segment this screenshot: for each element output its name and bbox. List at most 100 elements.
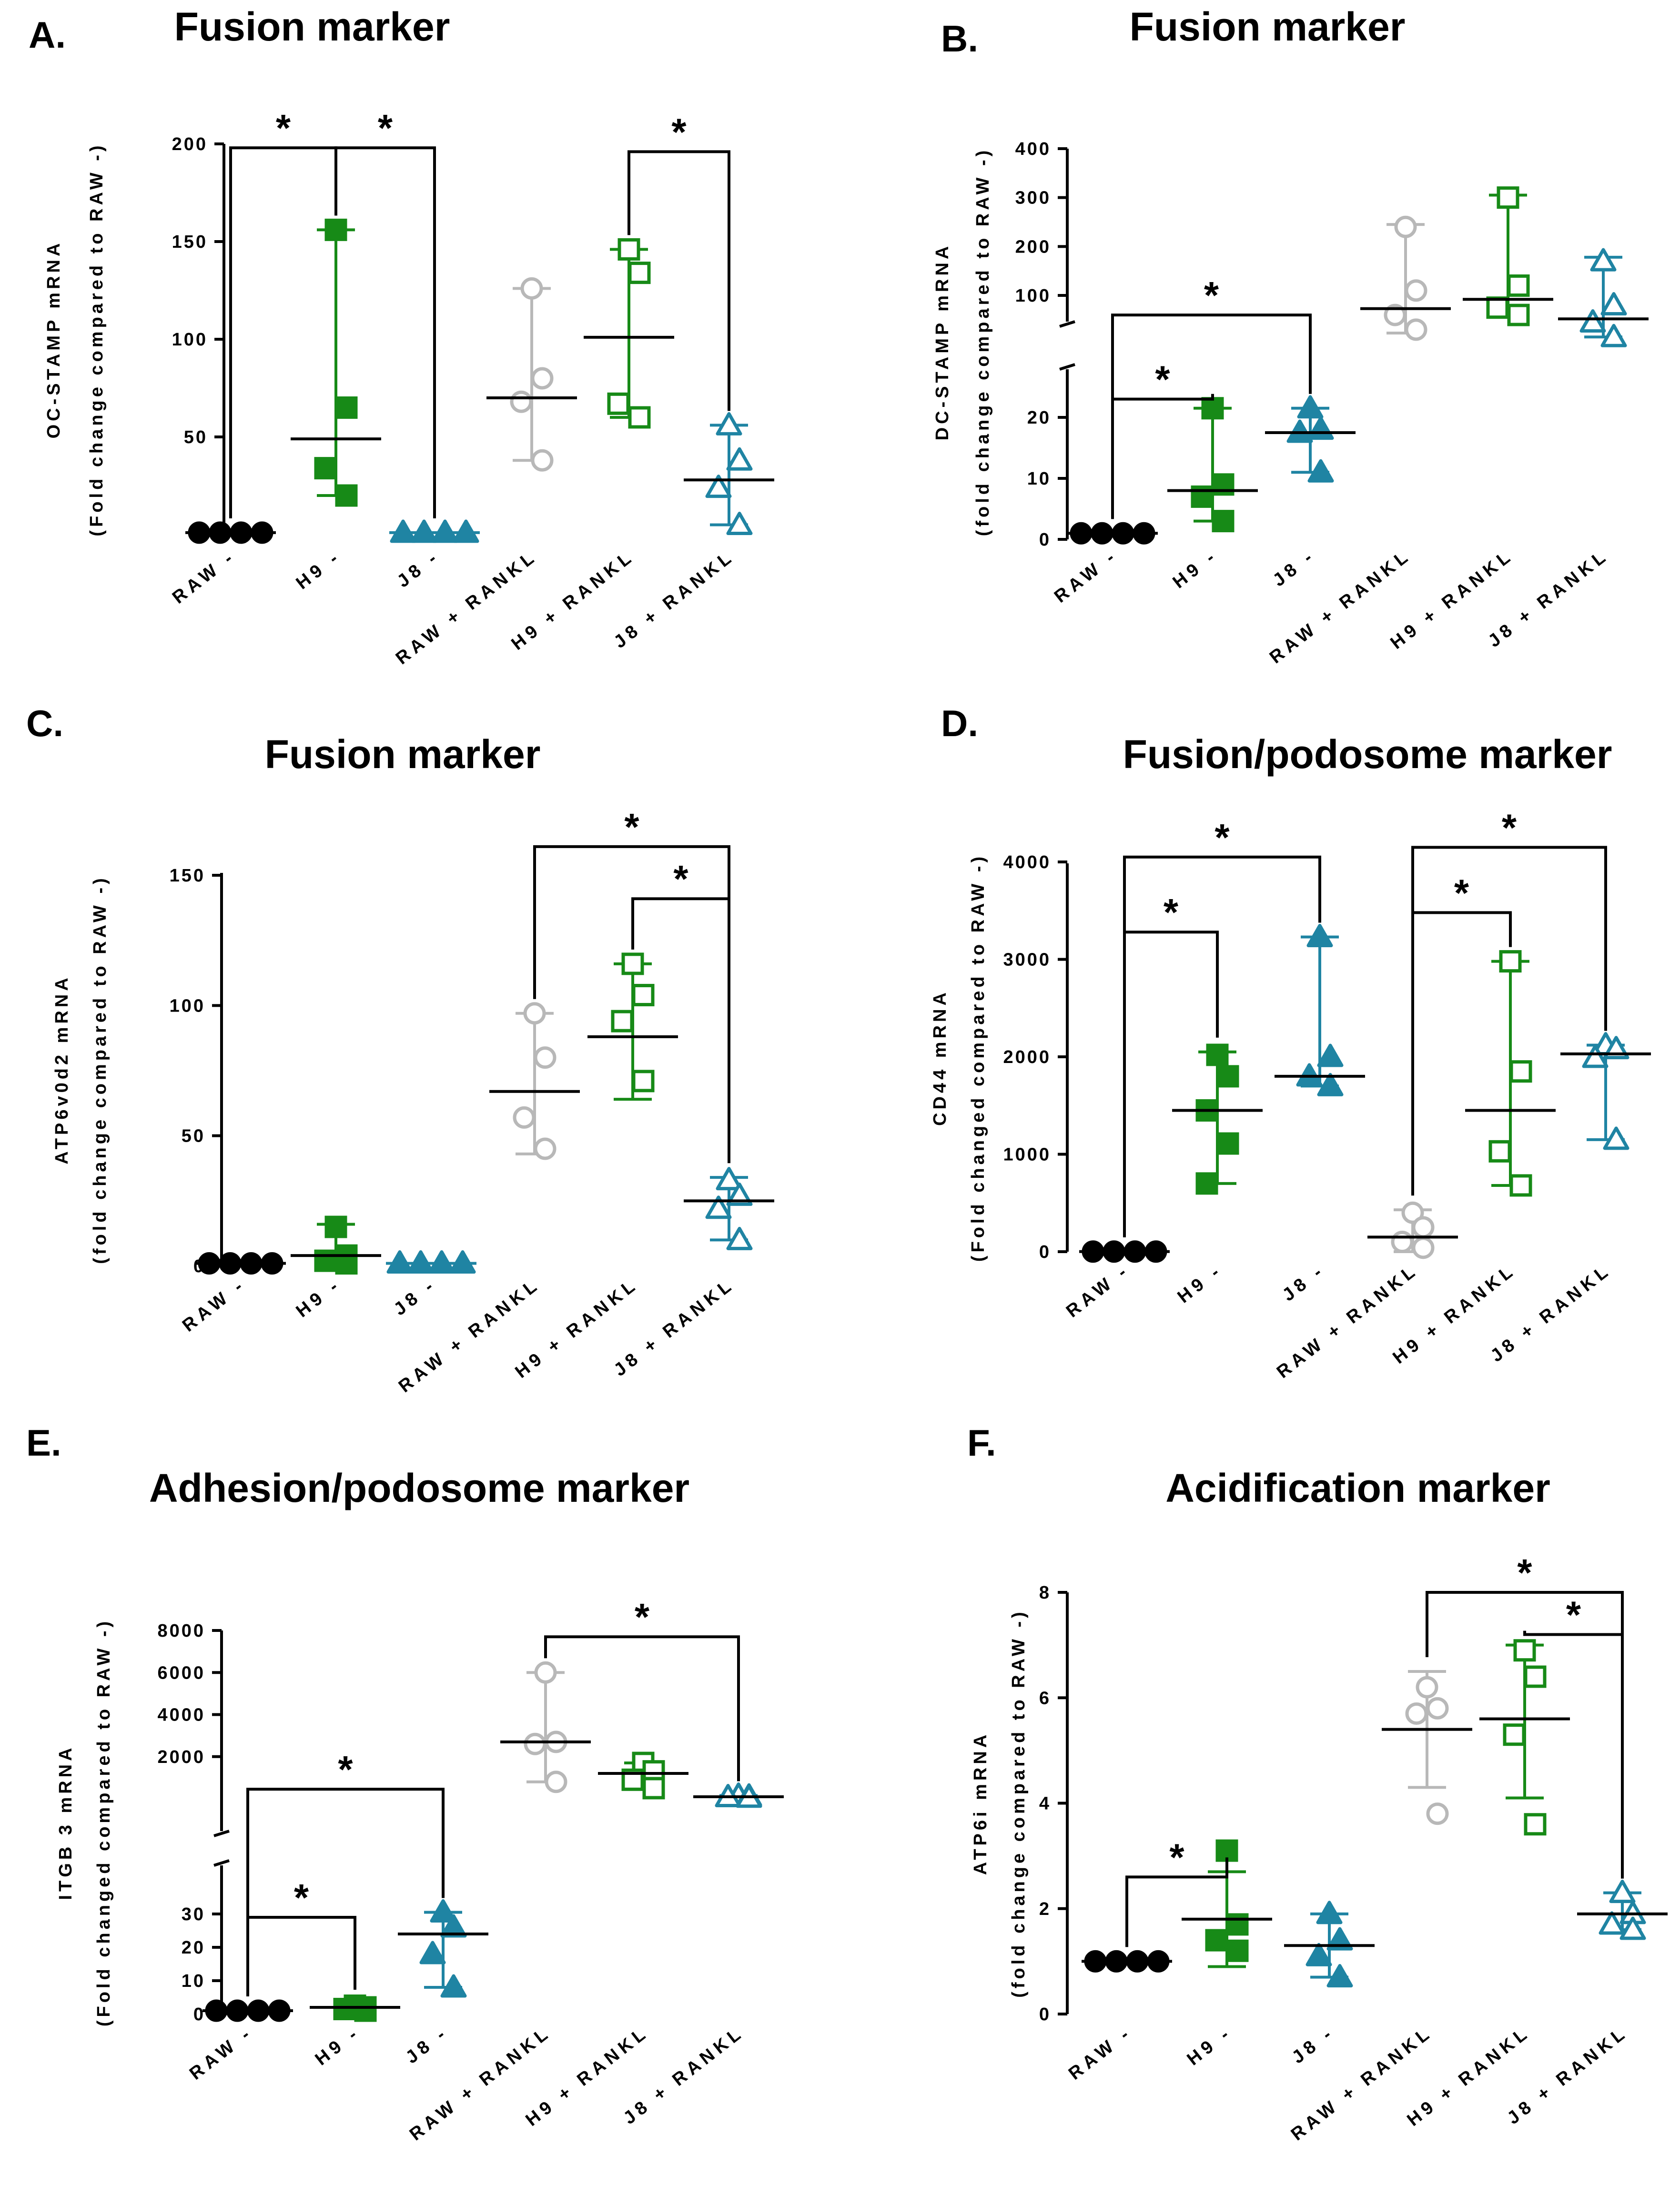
- data-point: [335, 396, 358, 419]
- data-point: [324, 218, 347, 241]
- x-category-label: J8 -: [394, 546, 444, 592]
- y-tick-label: 50: [182, 1126, 205, 1146]
- x-category-label: RAW -: [1051, 545, 1122, 607]
- series-raw-: [1082, 1950, 1172, 1973]
- y-tick-label: 8000: [157, 1621, 205, 1641]
- chart-title: Fusion marker: [1130, 4, 1406, 49]
- significance-star: *: [624, 806, 639, 848]
- bracket-line: [246, 1788, 445, 1996]
- chart-title: Adhesion/podosome marker: [149, 1466, 689, 1510]
- data-point: [1426, 1697, 1449, 1720]
- series-j8-: [389, 519, 480, 543]
- y-tick-label: 200: [172, 134, 208, 154]
- significance-bracket: *: [229, 107, 337, 518]
- y-tick-label: 6: [1039, 1688, 1051, 1708]
- bracket-line: [1125, 1857, 1228, 1947]
- data-point: [611, 1010, 634, 1033]
- bracket-line: [544, 1635, 740, 1782]
- data-point: [1405, 279, 1427, 302]
- x-category-label: RAW -: [1065, 2022, 1136, 2084]
- data-point: [1507, 304, 1530, 326]
- series-j8-rankl: [684, 412, 774, 535]
- panel-label: C.: [26, 702, 63, 744]
- y-tick-label: 0: [1039, 2005, 1051, 2025]
- significance-star: *: [1164, 891, 1179, 933]
- data-point: [628, 406, 651, 429]
- data-point: [513, 1106, 536, 1129]
- chart-panel-d: D. Fusion/podosome marker 0 1000 2000 3000 400…: [930, 702, 1651, 1382]
- y-tick-label: 2000: [157, 1747, 205, 1767]
- y-tick-label: 150: [172, 232, 208, 252]
- data-point: [726, 1182, 753, 1206]
- series-j8-rankl: [684, 1167, 774, 1250]
- series-j8-rankl: [1577, 1880, 1668, 1940]
- series-j8-: [1275, 923, 1365, 1096]
- data-point: [726, 512, 753, 535]
- y-tick-label: 1000: [1003, 1145, 1051, 1165]
- significance-star: *: [338, 1748, 353, 1791]
- data-point: [354, 1999, 377, 2022]
- data-point: [1600, 324, 1627, 347]
- data-point: [1524, 1665, 1547, 1688]
- y-tick-label: 0: [193, 2005, 205, 2025]
- x-category-label: H9 -: [293, 546, 345, 593]
- series-raw-rankl: [1360, 215, 1451, 341]
- series-j8-: [1284, 1901, 1375, 1988]
- data-point: [1599, 1911, 1625, 1935]
- y-tick-label: 4000: [157, 1705, 205, 1725]
- bracket-line: [1111, 314, 1312, 519]
- data-point: [617, 238, 640, 261]
- x-category-label: H9 -: [1174, 1260, 1227, 1307]
- significance-star: *: [673, 858, 688, 900]
- series-raw-: [202, 1999, 293, 2022]
- data-point: [1391, 1231, 1414, 1254]
- data-point: [1412, 1216, 1435, 1239]
- axis-break-mark: [213, 1859, 230, 1867]
- chart-title: Fusion marker: [174, 4, 450, 49]
- y-axis-subtitle: (fold change compared to RAW -): [973, 147, 993, 537]
- data-point: [1326, 1964, 1353, 1988]
- significance-star: *: [1214, 816, 1230, 859]
- significance-star: *: [1204, 274, 1219, 316]
- bracket-line: [631, 897, 730, 1164]
- y-axis-title: ATP6v0d2 mRNA: [52, 974, 72, 1164]
- panel-label: E.: [26, 1422, 61, 1464]
- data-point: [1384, 304, 1407, 326]
- chart-title: Fusion/podosome marker: [1123, 732, 1612, 777]
- y-axis-title: ATP6i mRNA: [971, 1731, 991, 1875]
- data-point: [1306, 923, 1333, 947]
- series-h9-rankl: [584, 238, 674, 429]
- series-raw-rankl: [1382, 1670, 1472, 1825]
- series-h9-rankl: [1479, 1639, 1570, 1836]
- data-point: [524, 1732, 547, 1755]
- data-point: [545, 1771, 567, 1793]
- y-tick-label: 100: [170, 996, 205, 1016]
- significance-star: *: [1566, 1594, 1581, 1636]
- significance-bracket: *: [1125, 1836, 1228, 1947]
- y-axis-title: OC-STAMP mRNA: [44, 240, 64, 439]
- data-point: [1394, 215, 1417, 238]
- significance-star: *: [1502, 806, 1517, 849]
- significance-bracket: *: [631, 858, 730, 1164]
- y-tick-label: 8: [1039, 1583, 1051, 1603]
- bracket-line: [1123, 855, 1321, 1237]
- data-point: [716, 412, 742, 435]
- data-point: [632, 983, 655, 1006]
- data-point: [726, 447, 753, 471]
- significance-bracket: *: [1111, 274, 1312, 519]
- significance-star: *: [276, 107, 291, 149]
- significance-star: *: [1155, 358, 1170, 401]
- data-point: [1513, 1639, 1536, 1662]
- series-raw-rankl: [489, 1002, 580, 1160]
- data-point: [1307, 459, 1334, 483]
- x-category-label: J8 -: [402, 2022, 453, 2068]
- significance-bracket: *: [1123, 816, 1321, 1237]
- y-tick-label: 10: [182, 1971, 205, 1991]
- data-point: [726, 1226, 753, 1250]
- data-point: [1306, 1943, 1332, 1966]
- data-point: [1401, 1201, 1424, 1224]
- data-point: [510, 390, 533, 413]
- series-raw-: [185, 521, 276, 544]
- y-axis-title: CD44 mRNA: [930, 989, 950, 1126]
- x-category-label: J8 -: [390, 1274, 441, 1320]
